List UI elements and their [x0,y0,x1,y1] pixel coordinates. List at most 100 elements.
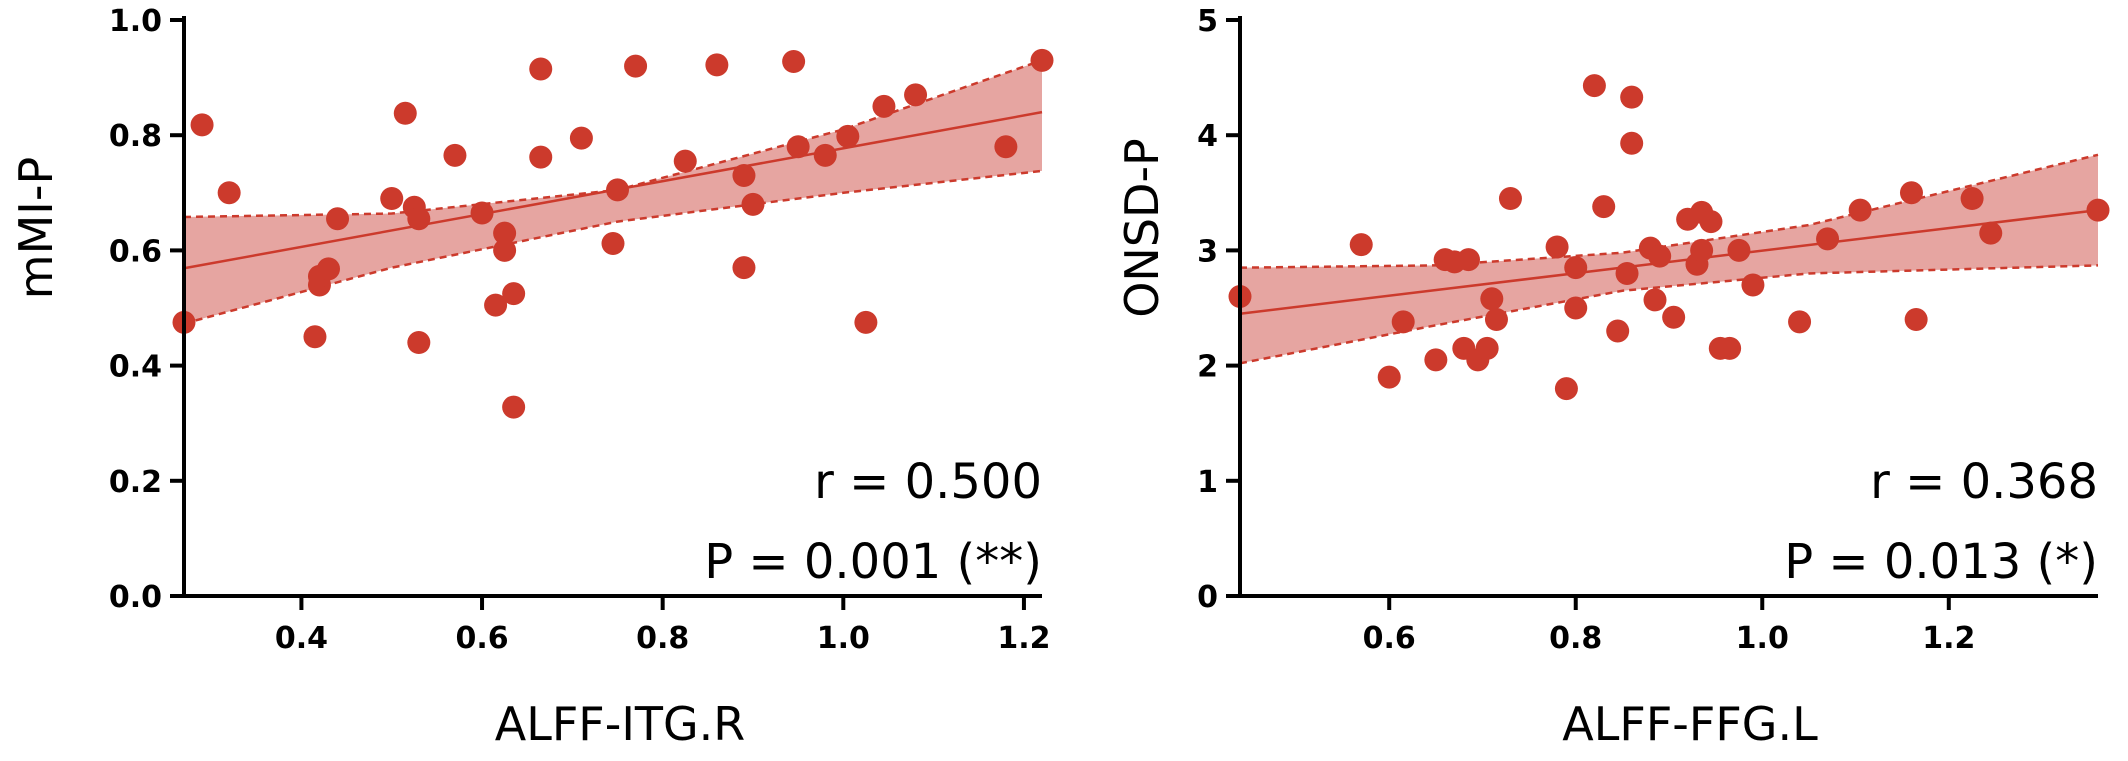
data-point [1979,221,2003,245]
data-point [407,207,431,231]
data-point [994,135,1018,159]
data-point [1741,273,1765,297]
data-point [836,124,860,148]
data-point [493,238,517,262]
chart-mmi-vs-alff-itg: 0.0 0.2 0.4 0.6 0.8 1.0 0.4 0.6 0.8 1.0 1.2 ALFF-I… [9,4,1054,751]
correlation-r-annotation: r = 0.500 [814,454,1042,510]
x-tick-label: 0.6 [455,621,508,656]
data-point [1582,74,1606,98]
data-point [1424,348,1448,372]
data-point [1643,288,1667,312]
data-point [1480,287,1504,311]
y-axis-title: ONSD-P [1115,138,1169,318]
x-tick-label: 1.0 [817,621,870,656]
y-tick-label: 0 [1197,580,1218,615]
data-point [529,145,553,169]
data-point [1718,336,1742,360]
data-point [1349,233,1373,257]
x-tick-label: 1.2 [1922,621,1975,656]
data-point [1848,198,1872,222]
data-point [1899,181,1923,205]
p-value-annotation: P = 0.013 (*) [1784,534,2098,590]
y-tick-label: 3 [1197,234,1218,269]
data-point [1904,308,1928,332]
data-point [601,231,625,255]
data-point [484,293,508,317]
data-point [1960,187,1984,211]
data-point [1564,256,1588,280]
data-point [1391,310,1415,334]
x-tick-label: 0.8 [636,621,689,656]
data-point [1030,48,1054,72]
data-point [1606,319,1630,343]
data-point [1545,235,1569,259]
data-point [732,256,756,280]
data-point [1727,238,1751,262]
axes-layer: 0.0 0.2 0.4 0.6 0.8 1.0 0.4 0.6 0.8 1.0 1.2 [109,4,1051,656]
data-point [1484,308,1508,332]
data-point [393,101,417,125]
confidence-lower-boundary [183,169,1043,325]
x-tick-label: 0.4 [275,621,328,656]
y-tick-label: 0.0 [109,580,162,615]
data-point [217,181,241,205]
data-points-layer [172,48,1054,419]
y-tick-label: 1 [1197,465,1218,500]
x-tick-label: 0.8 [1549,621,1602,656]
data-point [673,149,697,173]
data-point [569,126,593,150]
data-point [854,310,878,334]
data-point [380,187,404,211]
data-point [624,54,648,78]
x-tick-label: 1.2 [997,621,1050,656]
chart-onsd-vs-alff-ffg: 0 1 2 3 4 5 0.6 0.8 1.0 1.2 ALFF-FFG.L ONSD-P r =… [1115,4,2110,751]
data-point [1475,336,1499,360]
data-point [502,395,526,419]
data-point [782,49,806,73]
data-point [1564,296,1588,320]
data-point [190,113,214,137]
data-point [470,201,494,225]
x-tick-label: 1.0 [1736,621,1789,656]
data-point [1620,131,1644,155]
data-point [2086,198,2110,222]
data-point [1592,195,1616,219]
data-point [1662,305,1686,329]
data-point [407,331,431,355]
axes-layer: 0 1 2 3 4 5 0.6 0.8 1.0 1.2 [1197,4,2098,656]
data-point [443,143,467,167]
data-point [529,57,553,81]
y-tick-label: 0.4 [109,350,162,385]
data-point [1554,377,1578,401]
data-point [872,94,896,118]
data-point [705,53,729,77]
data-point [493,221,517,245]
data-point [317,257,341,281]
p-value-annotation: P = 0.001 (**) [704,534,1042,590]
data-point [813,143,837,167]
data-point [326,207,350,231]
data-point [502,282,526,306]
data-point [741,192,765,216]
data-point [786,135,810,159]
y-tick-label: 4 [1197,119,1218,154]
data-point [1498,187,1522,211]
y-tick-label: 2 [1197,350,1218,385]
x-axis-title: ALFF-FFG.L [1562,697,1818,751]
y-tick-label: 5 [1197,4,1218,39]
data-point [904,83,928,107]
data-point [1816,227,1840,251]
data-point [1620,85,1644,109]
data-point [1648,244,1672,268]
data-point [1788,310,1812,334]
data-point [1377,365,1401,389]
y-tick-label: 0.6 [109,234,162,269]
y-tick-label: 0.2 [109,465,162,500]
y-tick-label: 1.0 [109,4,162,39]
data-point [606,178,630,202]
data-point [303,325,327,349]
x-tick-label: 0.6 [1363,621,1416,656]
data-point [1690,238,1714,262]
data-point [732,164,756,188]
